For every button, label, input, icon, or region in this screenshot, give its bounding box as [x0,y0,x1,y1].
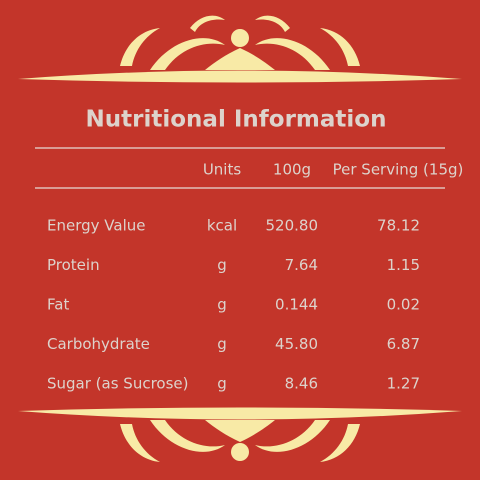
row-label: Energy Value [47,217,145,235]
row-label: Fat [47,296,69,314]
title: Nutritional Information [86,107,387,133]
unit: kcal [207,217,237,235]
value-serving: 1.15 [387,256,420,274]
unit: g [217,256,227,274]
value-serving: 6.87 [387,335,420,353]
row-label: Carbohydrate [47,335,150,353]
value-100g: 0.144 [275,296,318,314]
value-100g: 8.46 [285,375,318,393]
table: Units 100g Per Serving (15g) Energy Value kc… [47,161,463,393]
value-100g: 7.64 [285,256,318,274]
value-serving: 1.27 [387,375,420,393]
value-100g: 45.80 [275,335,318,353]
row-label: Sugar (as Sucrose) [47,375,189,393]
column-header: Per Serving (15g) [333,161,464,179]
top-ornament [18,15,462,83]
value-serving: 78.12 [377,217,420,235]
unit: g [217,375,227,393]
row-label: Protein [47,256,100,274]
column-header: 100g [273,161,311,179]
unit: g [217,335,227,353]
value-100g: 520.80 [266,217,319,235]
value-serving: 0.02 [387,296,420,314]
unit: g [217,296,227,314]
column-header: Units [203,161,242,179]
bottom-ornament [18,407,462,462]
